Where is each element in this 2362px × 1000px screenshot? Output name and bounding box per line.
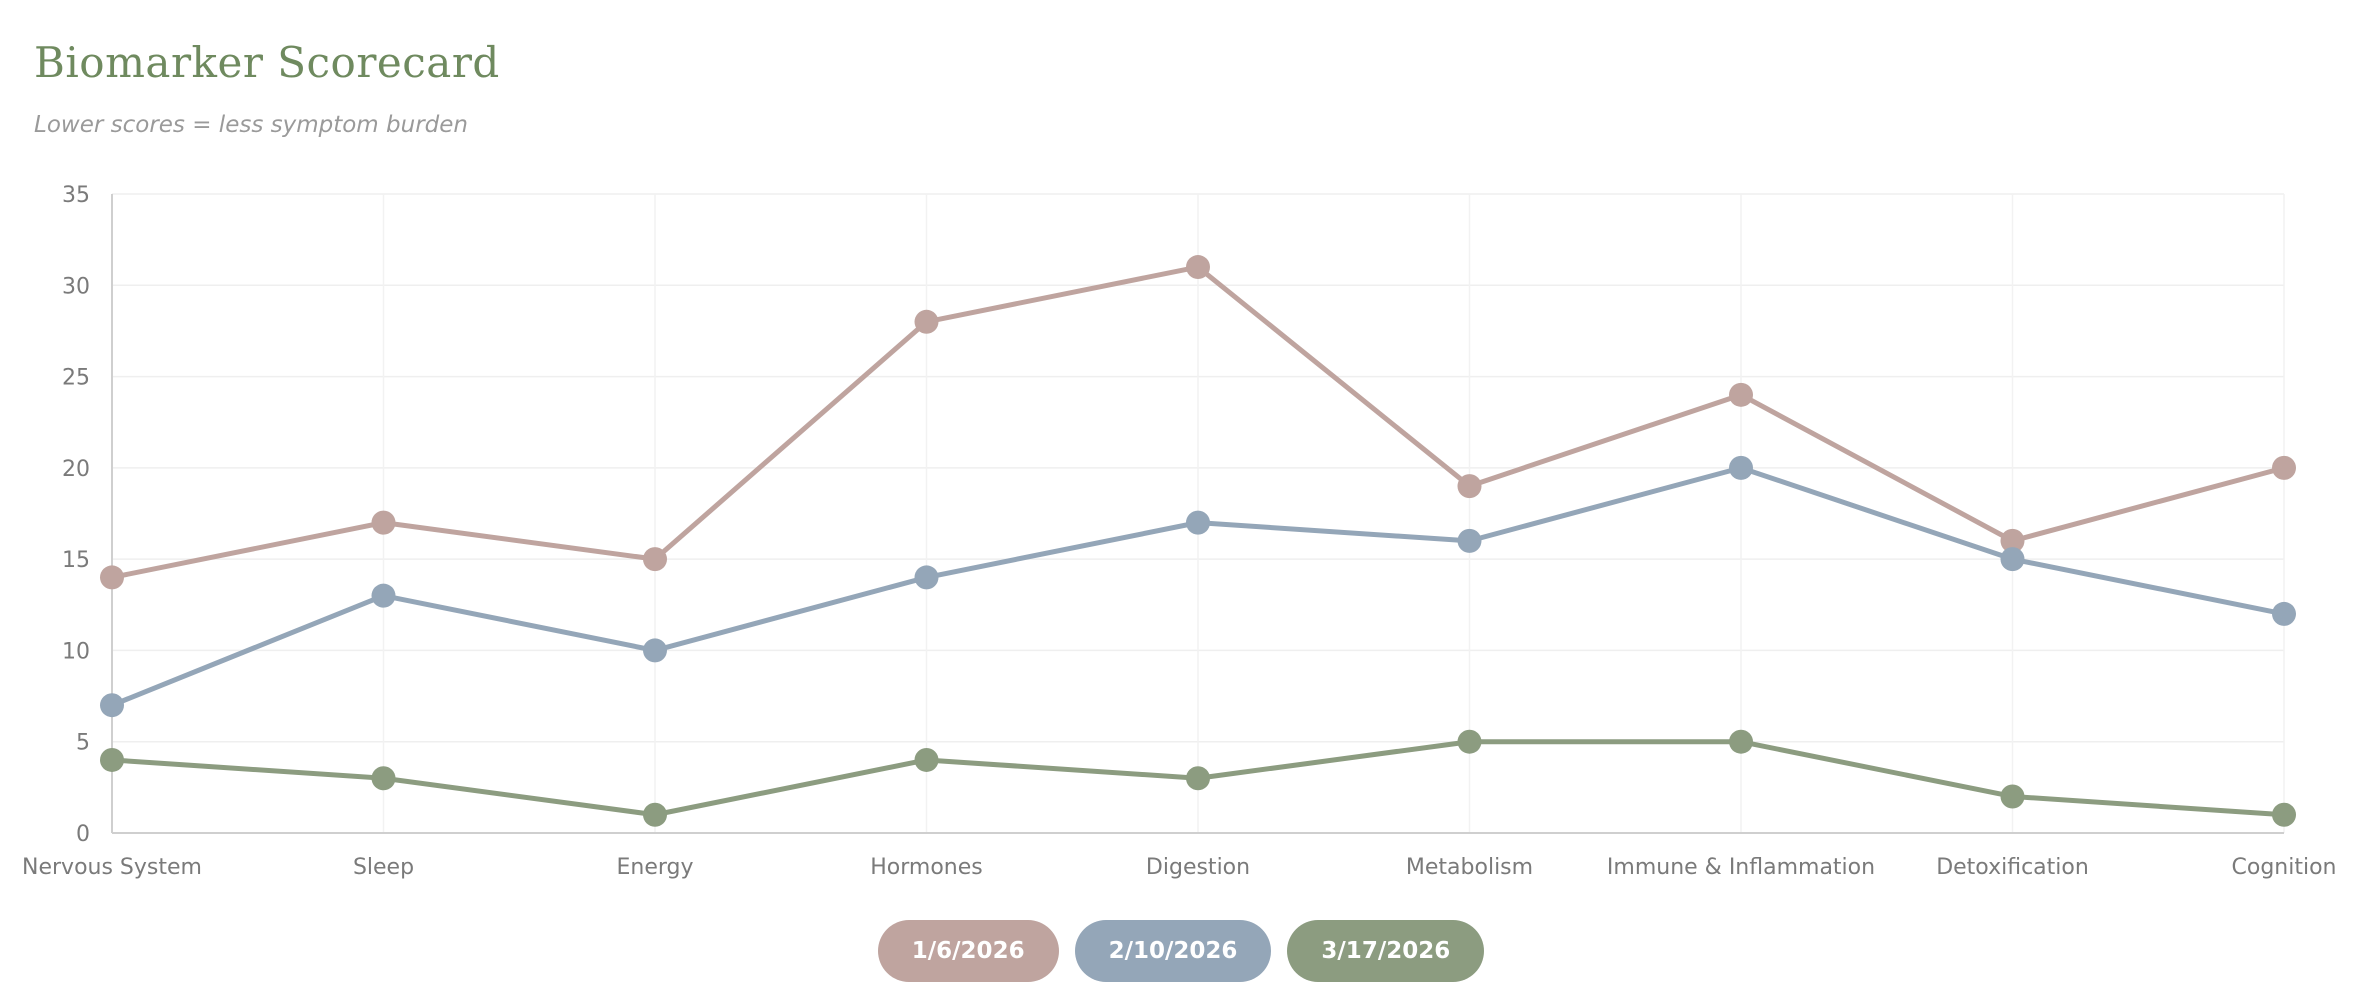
chart-title: Biomarker Scorecard [34,38,500,87]
x-tick-label: Digestion [1146,855,1250,880]
line-chart: 0 5 10 15 20 25 30 35 Nervous System Sleep Energy H… [22,183,2337,880]
y-tick-label: 15 [62,548,90,573]
x-tick-label: Energy [616,855,693,880]
x-tick-label: Detoxification [1936,855,2089,880]
y-tick-label: 10 [62,639,90,664]
data-point [1457,528,1482,553]
data-point [371,766,396,791]
data-point [1457,729,1482,754]
data-point [914,747,939,772]
legend: 1/6/2026 2/10/2026 3/17/2026 [0,920,2362,982]
data-point [2272,601,2296,626]
x-tick-label: Immune & Inflammation [1607,855,1875,880]
data-point [371,583,396,608]
data-point [643,638,667,663]
data-point [2000,528,2025,553]
chart-subtitle: Lower scores = less symptom burden [34,112,468,138]
x-tick-label: Sleep [353,855,414,880]
x-tick-label: Nervous System [22,855,202,880]
data-point [2000,547,2025,572]
data-point [643,547,667,572]
data-point [1186,766,1210,791]
data-point [2000,784,2025,809]
y-tick-label: 30 [62,274,90,299]
data-point [1729,729,1753,754]
x-tick-label: Metabolism [1406,855,1533,880]
y-tick-label: 20 [62,457,90,482]
data-point [2272,802,2296,827]
legend-item-1[interactable]: 1/6/2026 [877,920,1059,982]
y-tick-label: 5 [76,731,90,756]
legend-item-2[interactable]: 2/10/2026 [1074,920,1272,982]
data-point [371,510,396,535]
data-point [1729,455,1753,480]
data-point [100,693,124,718]
x-tick-label: Hormones [870,855,983,880]
x-tick-label: Cognition [2232,855,2337,880]
data-point [1729,382,1753,407]
data-point [100,565,124,590]
data-point [643,802,667,827]
data-point [1186,255,1210,280]
legend-item-3[interactable]: 3/17/2026 [1287,920,1485,982]
data-point [1457,474,1482,499]
y-tick-label: 35 [62,183,90,208]
data-point [914,309,939,334]
data-point [914,565,939,590]
y-tick-label: 25 [62,366,90,391]
data-point [100,747,124,772]
y-tick-label: 0 [76,822,90,847]
data-point [1186,510,1210,535]
data-point [2272,455,2296,480]
